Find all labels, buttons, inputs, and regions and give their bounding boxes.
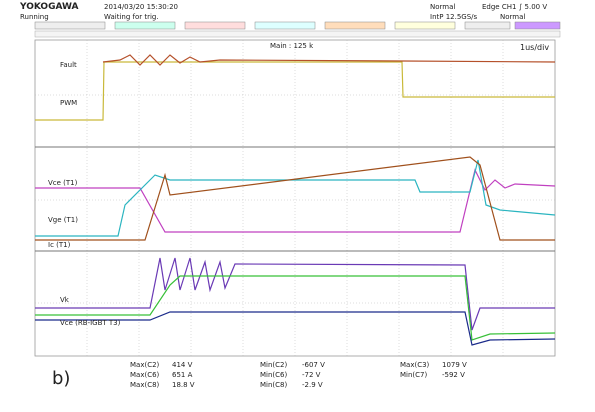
trace-label: Vce (RB-IGBT T3) <box>60 319 121 327</box>
mode: Normal <box>430 3 455 11</box>
trace-label: Fault <box>60 61 77 69</box>
measurement-name: Max(C8) <box>130 381 160 389</box>
measurement-value: 414 V <box>172 361 193 369</box>
green-trace <box>35 275 556 341</box>
timebase: 1us/div <box>520 43 549 52</box>
status: Running <box>20 13 49 21</box>
trace-label: Vk <box>60 296 70 304</box>
trace-label: Vce (T1) <box>48 179 78 187</box>
vge-trace <box>35 159 556 237</box>
measurement-name: Min(C8) <box>260 381 287 389</box>
trace-label: Ic (T1) <box>48 241 71 249</box>
measurements: Max(C2) 414 V Max(C6) 651 A Max(C8) 18.8 V Min… <box>130 361 467 389</box>
measurement-name: Max(C6) <box>130 371 160 379</box>
trigger: Edge CH1 ∫ 5.00 V <box>482 3 547 11</box>
measurement-value: -607 V <box>302 361 325 369</box>
measurement-name: Min(C7) <box>400 371 427 379</box>
figure-label: b) <box>52 368 70 389</box>
vce-t3-trace <box>35 311 556 346</box>
sampling: IntP 12.5GS/s <box>430 13 478 21</box>
trigger-state: Waiting for trig. <box>104 13 159 21</box>
trace-label: Vge (T1) <box>48 216 78 224</box>
measurement-name: Min(C2) <box>260 361 287 369</box>
pwm-trace <box>35 61 555 121</box>
trace-label: PWM <box>60 99 77 107</box>
measurement-name: Max(C3) <box>400 361 430 369</box>
measurement-value: 1079 V <box>442 361 467 369</box>
fault-trace <box>102 54 556 66</box>
measurement-name: Max(C2) <box>130 361 160 369</box>
acq: Normal <box>500 13 525 21</box>
channel-bar <box>34 21 561 38</box>
measurement-value: -72 V <box>302 371 321 379</box>
measurement-value: 651 A <box>172 371 193 379</box>
ic-trace <box>35 156 555 241</box>
main: Main : 125 k <box>270 42 314 50</box>
measurement-value: 18.8 V <box>172 381 195 389</box>
vce-trace <box>35 168 556 233</box>
datetime: 2014/03/20 15:30:20 <box>104 3 178 11</box>
measurement-value: -592 V <box>442 371 465 379</box>
vk-trace <box>35 257 555 331</box>
measurement-name: Min(C6) <box>260 371 287 379</box>
brand: YOKOGAWA <box>19 2 79 12</box>
measurement-value: -2.9 V <box>302 381 323 389</box>
